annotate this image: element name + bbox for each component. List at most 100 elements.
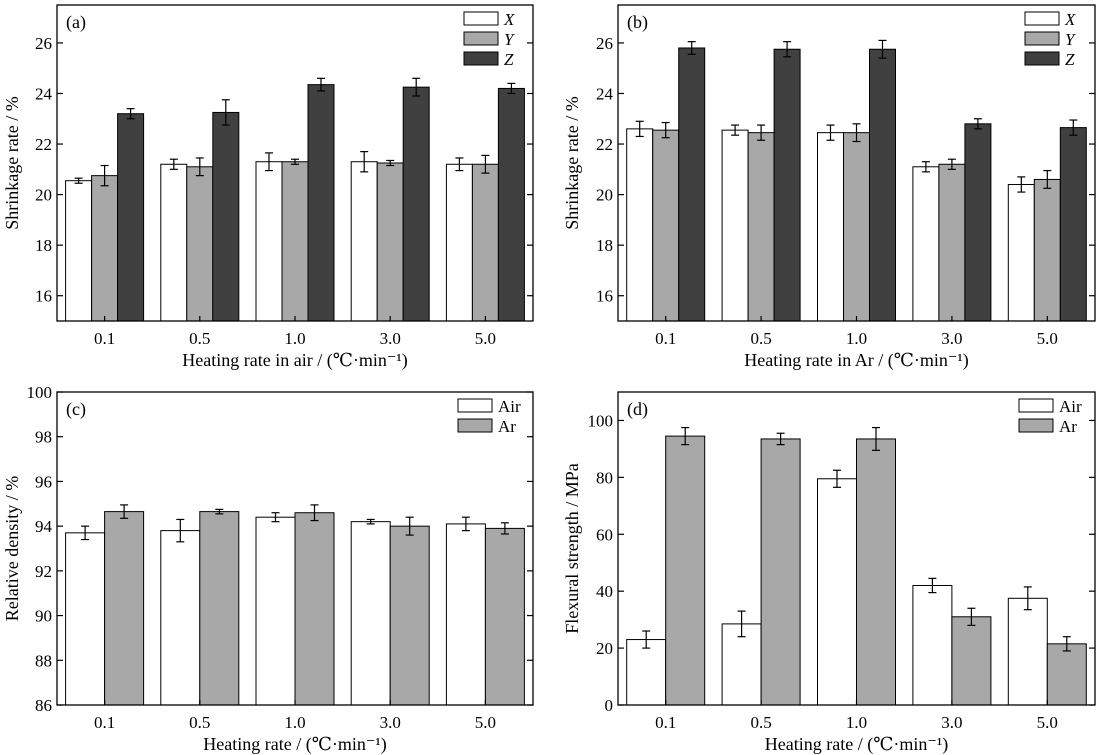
bar-y-0.5: [747, 132, 775, 322]
error-bar: [500, 522, 509, 535]
x-tick-label: 0.1: [655, 329, 676, 348]
error-bar: [1043, 169, 1052, 189]
panel-c: 86 88 90 92 94 96 98 100 0.1 0.5 1.0 3.0 5.0 Heating …: [2, 383, 534, 755]
error-bar: [967, 607, 976, 626]
y-tick-label: 98: [35, 428, 52, 447]
error-bar: [126, 108, 135, 120]
bar-z-0.5: [773, 48, 801, 322]
error-bar: [731, 124, 740, 136]
x-tick-label: 0.1: [655, 713, 676, 732]
bar-y-1.0: [281, 161, 309, 322]
error-bar: [291, 158, 299, 165]
error-bar: [757, 124, 766, 141]
y-tick-label: 96: [35, 472, 52, 491]
bar-z-1.0: [307, 84, 335, 322]
bar-x-5.0: [1007, 183, 1035, 322]
bar-air-3.0: [912, 584, 953, 706]
x-tick-label: 0.1: [94, 713, 115, 732]
x-axis-title: Heating rate in air / (℃·min⁻¹): [182, 350, 407, 371]
panel-d: 0 20 40 60 80 100 0.1 0.5 1.0 3.0 5.0 Heating rate …: [562, 391, 1096, 755]
legend-label-y: Y: [1065, 30, 1076, 49]
bar-y-1.0: [843, 132, 870, 322]
y-tick-label: 0: [605, 696, 614, 715]
panel-label: (b): [627, 12, 648, 33]
legend-swatch-z: [463, 51, 499, 66]
bar-y-0.1: [652, 129, 680, 322]
panel-label: (c): [66, 399, 86, 420]
bar-ar-0.1: [104, 511, 145, 706]
y-tick-label: 20: [35, 186, 52, 205]
error-bar: [412, 77, 421, 97]
error-bar: [783, 41, 792, 58]
error-bar: [507, 82, 516, 95]
legend-label-ar: Ar: [1059, 417, 1077, 436]
legend-label-x: X: [1064, 10, 1076, 29]
x-tick-label: 5.0: [1037, 713, 1058, 732]
y-tick-label: 16: [596, 287, 613, 306]
bar-y-5.0: [471, 163, 499, 322]
x-tick-label: 5.0: [1037, 329, 1058, 348]
bar-y-3.0: [938, 163, 966, 322]
error-bar: [737, 610, 746, 638]
legend-swatch-air: [1018, 398, 1054, 413]
x-tick-label: 3.0: [380, 329, 401, 348]
bar-x-0.5: [721, 129, 749, 322]
bar-z-0.5: [212, 111, 240, 322]
bar-air-3.0: [350, 521, 391, 706]
legend-swatch-x: [463, 11, 499, 26]
legend-label-y: Y: [504, 30, 515, 49]
error-bar: [317, 77, 325, 92]
legend-swatch-ar: [1018, 418, 1054, 433]
error-bar: [973, 118, 982, 130]
bar-ar-3.0: [951, 616, 992, 706]
x-tick-label: 3.0: [380, 713, 401, 732]
error-bar: [687, 41, 696, 55]
bar-x-0.1: [626, 128, 654, 322]
error-bar: [386, 159, 395, 167]
x-tick-label: 3.0: [941, 713, 962, 732]
bar-ar-1.0: [856, 438, 896, 706]
error-bar: [81, 525, 90, 541]
y-tick-label: 80: [596, 468, 613, 487]
panel-label: (d): [627, 399, 648, 420]
x-axis-title: Heating rate / (℃·min⁻¹): [765, 734, 948, 755]
bar-ar-0.1: [665, 435, 706, 706]
x-tick-label: 0.5: [750, 713, 771, 732]
error-bar: [360, 151, 369, 173]
bar-air-0.5: [160, 530, 201, 706]
y-axis-title: Shrinkage rate / %: [2, 96, 22, 229]
x-tick-label: 0.5: [750, 329, 771, 348]
x-tick-label: 5.0: [475, 329, 496, 348]
y-tick-label: 60: [596, 525, 613, 544]
x-tick-label: 0.1: [94, 329, 115, 348]
error-bar: [661, 121, 670, 139]
error-bar: [310, 504, 319, 522]
error-bar: [74, 177, 83, 184]
error-bar: [635, 120, 644, 138]
error-bar: [947, 158, 956, 170]
error-bar: [215, 508, 224, 515]
y-tick-label: 40: [596, 582, 613, 601]
error-bar: [776, 432, 785, 446]
y-tick-label: 26: [35, 34, 52, 53]
error-bar: [195, 157, 204, 177]
x-tick-label: 3.0: [941, 329, 962, 348]
error-bar: [481, 154, 490, 174]
x-tick-label: 1.0: [846, 329, 867, 348]
error-bar: [221, 99, 230, 126]
bar-ar-0.5: [760, 438, 801, 706]
legend-label-air: Air: [1059, 397, 1082, 416]
bar-air-0.1: [626, 639, 667, 706]
legend-label-x: X: [503, 10, 515, 29]
x-tick-label: 0.5: [189, 713, 210, 732]
legend-label-z: Z: [1065, 50, 1075, 69]
bar-ar-3.0: [389, 525, 430, 706]
legend: XYZ: [1024, 10, 1076, 69]
legend-swatch-air: [457, 398, 493, 413]
bar-z-5.0: [1059, 127, 1087, 322]
legend-label-ar: Ar: [498, 417, 516, 436]
bar-air-0.1: [65, 532, 106, 706]
